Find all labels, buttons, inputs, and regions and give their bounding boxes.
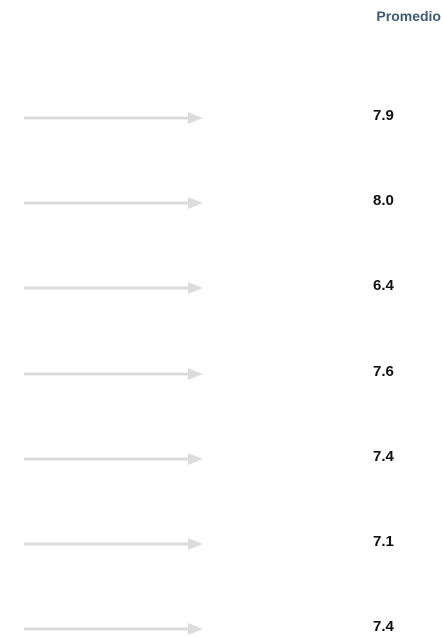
arrow <box>24 197 203 210</box>
row: 8.0 <box>0 189 443 213</box>
row: 6.4 <box>0 274 443 298</box>
row: 7.6 <box>0 360 443 384</box>
column-header: Promedio <box>376 8 441 24</box>
arrow-head <box>188 538 203 550</box>
arrow <box>24 623 203 636</box>
arrow-head <box>188 623 203 636</box>
row: 7.9 <box>0 104 443 128</box>
average-value: 7.6 <box>373 362 394 380</box>
arrow-head <box>188 367 203 380</box>
arrow-head <box>188 282 203 295</box>
arrow <box>24 367 203 380</box>
arrow-head <box>188 112 203 124</box>
arrow <box>24 282 203 295</box>
average-value: 6.4 <box>373 277 394 295</box>
row: 7.1 <box>0 530 443 554</box>
row: 7.4 <box>0 615 443 638</box>
arrow <box>24 538 203 550</box>
average-value: 7.4 <box>373 618 394 636</box>
average-value: 7.1 <box>373 533 394 550</box>
average-value: 7.9 <box>373 107 394 124</box>
average-value: 8.0 <box>373 192 394 210</box>
row: 7.4 <box>0 445 443 469</box>
arrow-head <box>188 197 203 210</box>
average-value: 7.4 <box>373 447 394 465</box>
arrow <box>24 452 203 465</box>
arrow <box>24 112 203 124</box>
arrow-head <box>188 452 203 465</box>
